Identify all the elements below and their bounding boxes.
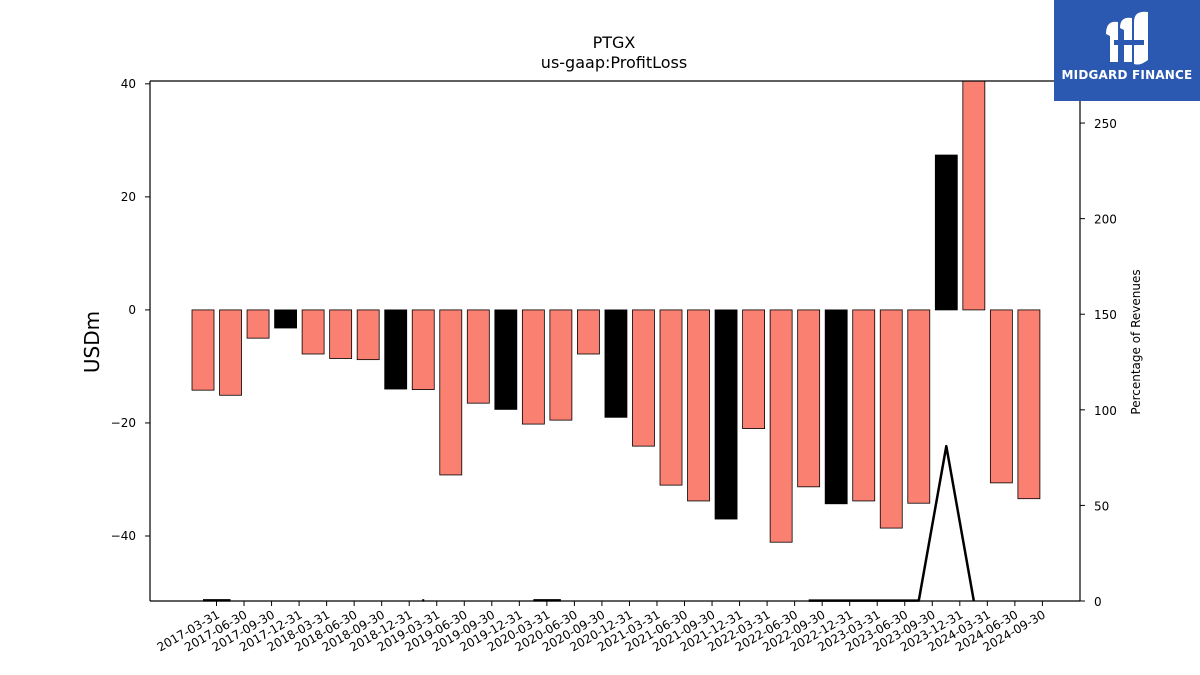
- bar-2018-03-31: [301, 309, 325, 355]
- y-right-tick-label-100: 100: [1094, 404, 1117, 418]
- midgard-finance-logo: MIDGARD FINANCE: [1054, 0, 1200, 101]
- bar-2019-09-30: [466, 309, 490, 404]
- bar-2020-09-30: [577, 309, 600, 355]
- bar-2022-03-31: [742, 309, 765, 430]
- y-ticks-right: 250 200 150 100 50 0: [1080, 117, 1117, 609]
- bar-2020-06-30: [549, 309, 573, 421]
- bar-2017-12-31: [274, 309, 297, 329]
- bars: [191, 80, 1041, 543]
- bar-2019-03-31: [411, 309, 435, 391]
- bar-2022-09-30: [797, 309, 821, 488]
- bar-2018-12-31: [384, 309, 408, 390]
- bar-2020-03-31: [521, 309, 545, 425]
- bar-2017-06-30: [219, 309, 242, 396]
- y-right-tick-label-0: 0: [1094, 595, 1102, 609]
- bar-2024-03-31: [962, 80, 986, 311]
- bar-2017-09-30: [246, 309, 270, 339]
- y-tick-label-0: 0: [128, 303, 136, 317]
- x-ticks: 2017-03-312017-06-302017-09-302017-12-31…: [155, 601, 1048, 654]
- bar-2021-06-30: [659, 309, 683, 486]
- bar-2023-03-31: [852, 309, 876, 502]
- y-tick-label--20: −20: [111, 416, 136, 430]
- chart-title: PTGX: [593, 33, 636, 52]
- y-axis-right-label: Percentage of Revenues: [1129, 269, 1143, 414]
- bar-2023-06-30: [879, 309, 903, 529]
- bar-2021-03-31: [632, 309, 655, 447]
- bar-2018-09-30: [356, 309, 380, 361]
- y-tick-label--40: −40: [111, 529, 136, 543]
- bar-2018-06-30: [329, 309, 353, 359]
- bar-2023-09-30: [907, 309, 931, 504]
- y-right-tick-label-250: 250: [1094, 117, 1117, 131]
- logo-mark-icon: [1106, 11, 1148, 65]
- y-right-tick-label-50: 50: [1094, 499, 1109, 513]
- bar-2017-03-31: [191, 309, 215, 391]
- y-tick-label-20: 20: [121, 190, 136, 204]
- y-right-tick-label-150: 150: [1094, 308, 1117, 322]
- bar-2021-09-30: [687, 309, 710, 502]
- bar-2024-09-30: [1017, 309, 1041, 500]
- bar-2024-06-30: [989, 309, 1013, 484]
- y-tick-label-40: 40: [121, 77, 136, 91]
- y-ticks-left: 40 20 0 −20 −40: [111, 77, 150, 543]
- y-axis-label: USDm: [80, 311, 104, 373]
- bar-2019-12-31: [494, 309, 518, 410]
- chart-subtitle: us-gaap:ProfitLoss: [541, 53, 687, 72]
- y-right-tick-label-200: 200: [1094, 213, 1117, 227]
- logo-text: MIDGARD FINANCE: [1061, 68, 1193, 82]
- bar-2023-12-31: [934, 154, 958, 311]
- bar-2021-12-31: [714, 309, 738, 520]
- axes: [149, 80, 1081, 602]
- bar-2022-12-31: [824, 309, 848, 505]
- bar-2022-06-30: [769, 309, 793, 543]
- bar-2019-06-30: [439, 309, 463, 476]
- bar-2020-12-31: [604, 309, 628, 418]
